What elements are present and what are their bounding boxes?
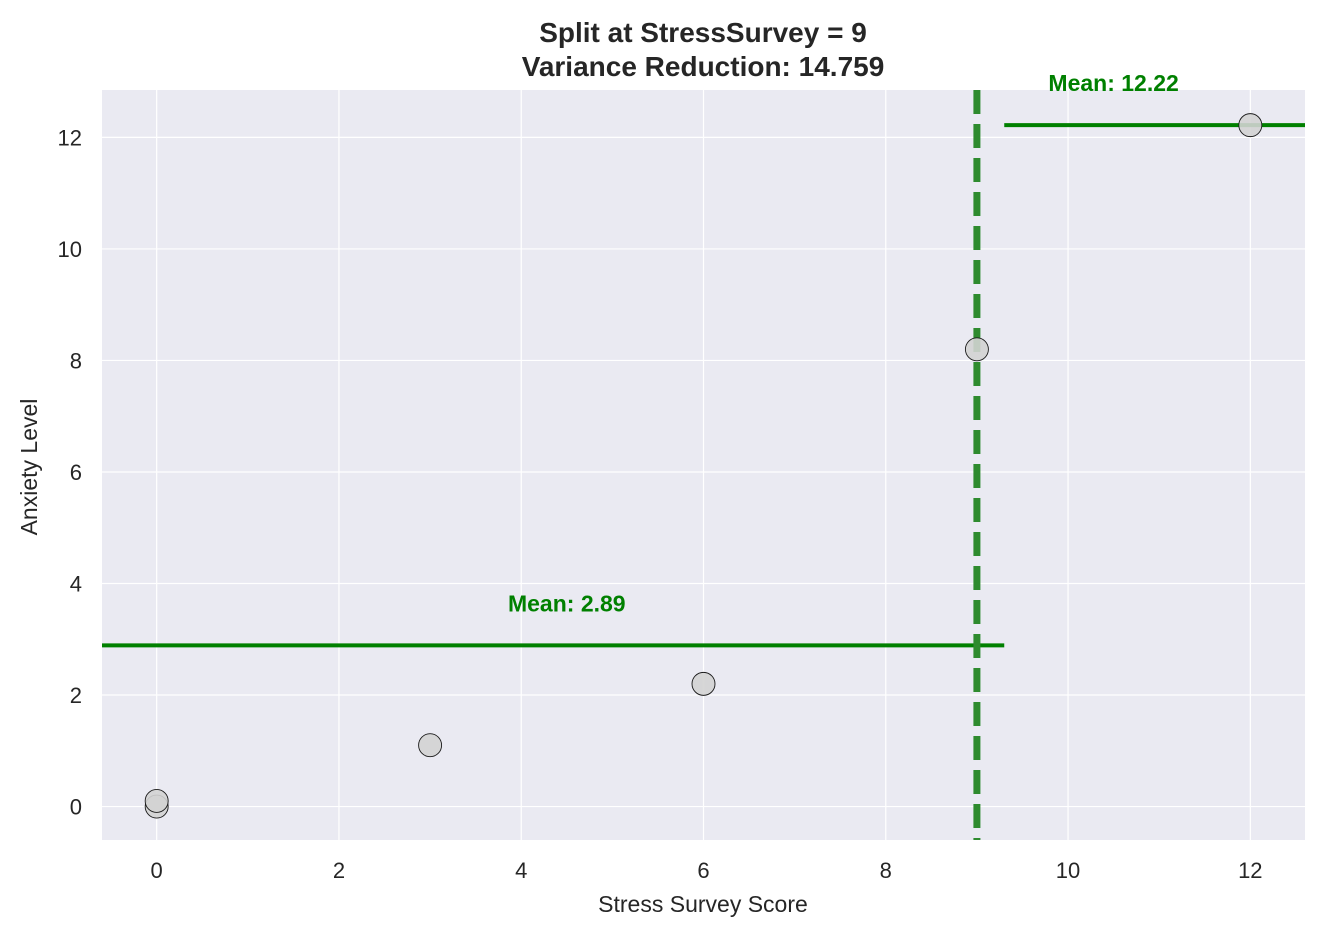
x-tick-label: 4: [515, 858, 527, 883]
y-tick-labels: 0 2 4 6 8 10 12: [58, 125, 82, 819]
x-tick-label: 2: [333, 858, 345, 883]
data-points: [144, 113, 1263, 819]
grid-lines: [102, 90, 1305, 840]
mean-annotation: Mean: 2.89: [508, 590, 626, 616]
chart-title-line-2: Variance Reduction: 14.759: [522, 51, 885, 82]
x-tick-label: 0: [151, 858, 163, 883]
x-tick-label: 6: [697, 858, 709, 883]
y-tick-label: 0: [70, 795, 82, 820]
x-tick-labels: 0 2 4 6 8 10 12: [151, 858, 1263, 883]
y-tick-label: 2: [70, 683, 82, 708]
x-tick-label: 10: [1056, 858, 1080, 883]
data-point: [418, 733, 443, 758]
mean-annotation: Mean: 12.22: [1048, 70, 1178, 96]
y-tick-label: 6: [70, 460, 82, 485]
x-axis-label: Stress Survey Score: [598, 891, 808, 917]
y-tick-label: 4: [70, 571, 82, 596]
data-point: [1238, 113, 1263, 138]
data-point: [144, 789, 169, 813]
y-tick-label: 8: [70, 348, 82, 373]
y-tick-label: 10: [58, 237, 82, 262]
x-tick-label: 12: [1238, 858, 1262, 883]
data-point: [964, 337, 989, 362]
x-tick-label: 8: [880, 858, 892, 883]
y-axis-label: Anxiety Level: [16, 399, 42, 536]
chart-title-line-1: Split at StressSurvey = 9: [539, 17, 867, 48]
data-point: [691, 671, 716, 696]
mean-annotations: Mean: 2.89 Mean: 12.22: [508, 70, 1179, 616]
y-tick-label: 12: [58, 125, 82, 150]
